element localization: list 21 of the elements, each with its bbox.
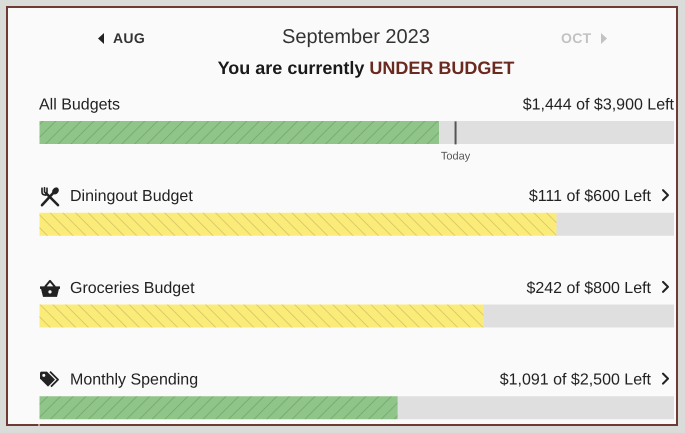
bar [484,304,674,328]
annotation: $1,091 of $2,500 Left [500,372,652,389]
bar [439,121,674,144]
bar [39,121,440,144]
text: AUG [113,30,146,46]
y-tick-label: Diningout Budget [70,188,194,206]
text: OCT [561,30,592,46]
text: September 2023 [282,26,430,48]
annotation: $111 of $600 Left [528,188,652,206]
bar [39,396,398,420]
text: You are currently UNDER BUDGET [218,58,514,78]
annotation: $242 of $800 Left [526,280,652,297]
bar [556,212,674,236]
y-tick-label: All Budgets [39,96,120,114]
ref-line-label: Today [440,150,471,162]
bar [39,304,484,328]
annotation: $1,444 of $3,900 Left [522,96,675,114]
y-tick-label: Groceries Budget [70,280,196,297]
y-tick-label: Monthly Spending [70,372,198,389]
bar [39,212,557,236]
bar [398,396,674,420]
